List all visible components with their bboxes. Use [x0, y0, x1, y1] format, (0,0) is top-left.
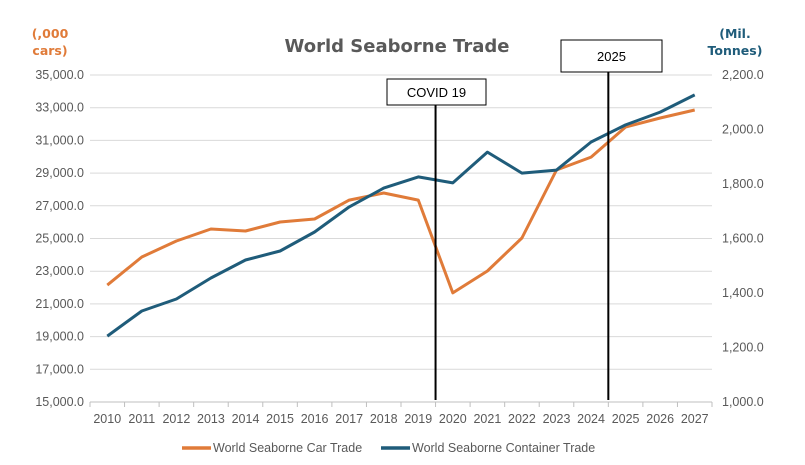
left-tick-label: 17,000.0	[35, 362, 84, 376]
x-tick-label: 2024	[577, 412, 605, 426]
left-tick-label: 29,000.0	[35, 166, 84, 180]
x-tick-label: 2018	[370, 412, 398, 426]
x-tick-label: 2023	[543, 412, 571, 426]
left-tick-label: 21,000.0	[35, 297, 84, 311]
left-tick-label: 25,000.0	[35, 232, 84, 246]
x-tick-label: 2025	[612, 412, 640, 426]
left-tick-label: 33,000.0	[35, 101, 84, 115]
x-tick-label: 2020	[439, 412, 467, 426]
right-tick-label: 1,200.0	[722, 341, 764, 355]
x-tick-label: 2016	[301, 412, 329, 426]
right-tick-label: 1,000.0	[722, 395, 764, 409]
x-tick-label: 2019	[404, 412, 432, 426]
x-tick-label: 2017	[335, 412, 363, 426]
annotation-box	[560, 39, 663, 73]
legend: World Seaborne Car Trade World Seaborne C…	[182, 441, 595, 455]
left-tick-label: 15,000.0	[35, 395, 84, 409]
right-tick-label: 2,200.0	[722, 68, 764, 82]
annotation-label: COVID 19	[407, 85, 466, 100]
x-tick-label: 2027	[681, 412, 709, 426]
x-tick-label: 2022	[508, 412, 536, 426]
right-axis-label: (Mil.	[719, 26, 750, 41]
right-tick-label: 1,600.0	[722, 232, 764, 246]
right-tick-label: 1,800.0	[722, 177, 764, 191]
annotation-box	[386, 78, 487, 106]
left-axis-label: (,000	[32, 26, 69, 41]
left-tick-label: 35,000.0	[35, 68, 84, 82]
chart-title: World Seaborne Trade	[285, 36, 510, 57]
x-tick-label: 2011	[128, 412, 155, 426]
x-tick-label: 2014	[232, 412, 260, 426]
legend-label: World Seaborne Car Trade	[213, 441, 362, 455]
x-tick-label: 2010	[93, 412, 121, 426]
right-tick-label: 2,000.0	[722, 123, 764, 137]
legend-label: World Seaborne Container Trade	[412, 441, 595, 455]
left-tick-label: 27,000.0	[35, 199, 84, 213]
x-tick-label: 2026	[646, 412, 674, 426]
left-tick-label: 23,000.0	[35, 264, 84, 278]
left-tick-label: 19,000.0	[35, 330, 84, 344]
left-axis: 15,000.0 17,000.0 19,000.0 21,000.0 23,000.0…	[35, 68, 84, 409]
right-axis: 1,000.0 1,200.0 1,400.0 1,600.0 1,800.0 2,000…	[722, 68, 764, 409]
series-line-2	[106, 93, 696, 338]
left-tick-label: 31,000.0	[35, 133, 84, 147]
annotations: COVID 19 2025	[386, 39, 663, 400]
x-tick-label: 2015	[266, 412, 294, 426]
series-line-1	[106, 108, 696, 295]
x-tick-label: 2013	[197, 412, 225, 426]
x-tick-label: 2021	[473, 412, 501, 426]
series-lines	[106, 93, 696, 338]
right-tick-label: 1,400.0	[722, 286, 764, 300]
annotation-label: 2025	[597, 49, 626, 64]
x-axis: 2010 2011 2012 2013 2014 2015 2016 2017 2018 2019…	[89, 401, 713, 426]
right-axis-label-line2: Tonnes)	[708, 43, 763, 58]
x-tick-label: 2012	[162, 412, 190, 426]
left-axis-label-line2: cars)	[32, 43, 67, 58]
